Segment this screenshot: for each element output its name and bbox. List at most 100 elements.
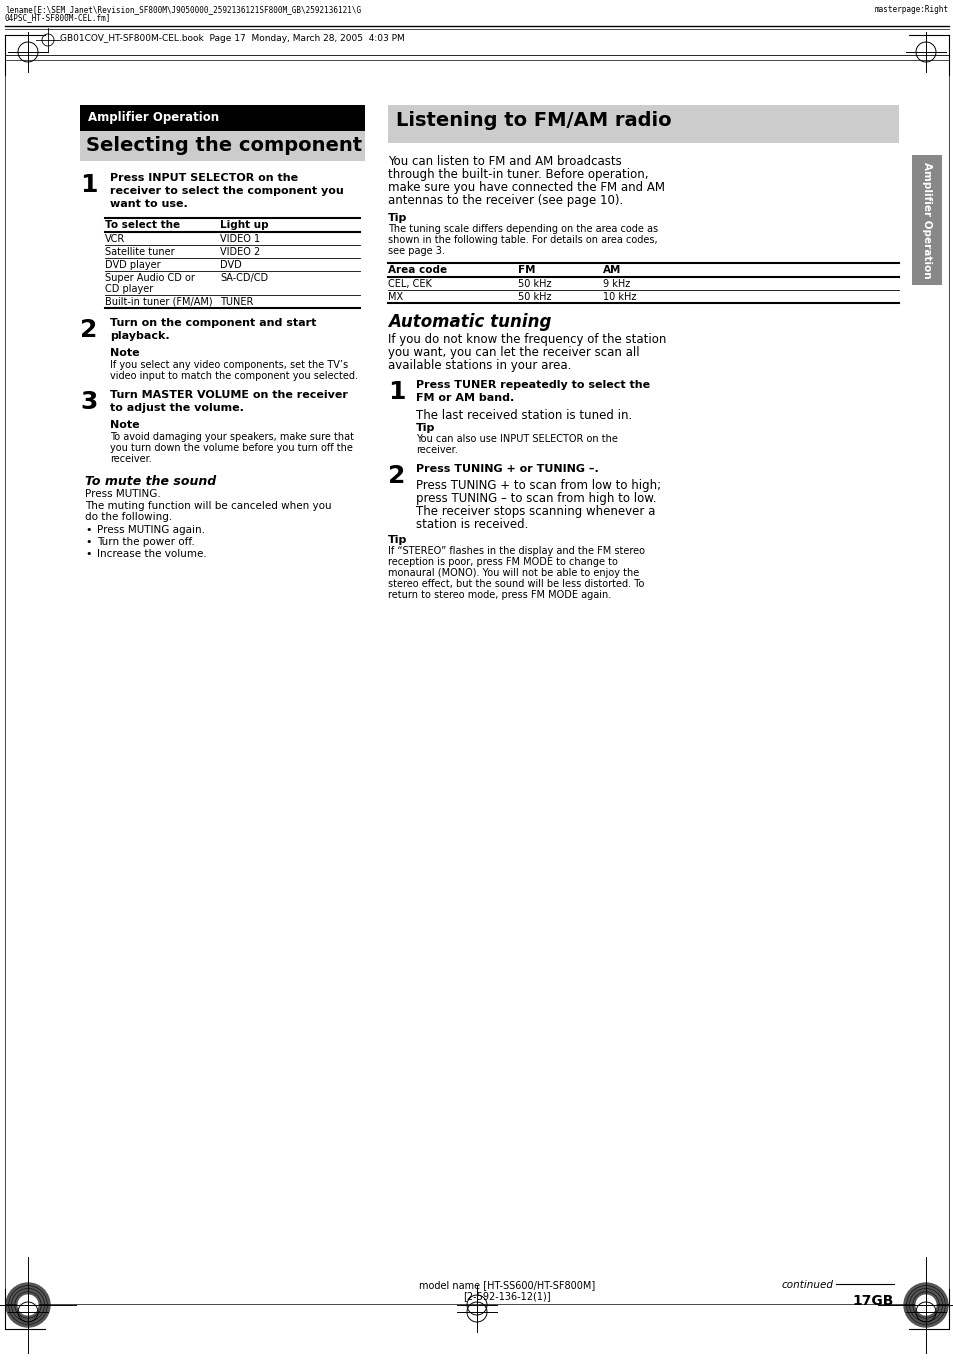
Text: DVD player: DVD player [105,261,160,270]
Text: Press INPUT SELECTOR on the: Press INPUT SELECTOR on the [110,173,297,183]
Text: Built-in tuner (FM/AM): Built-in tuner (FM/AM) [105,297,213,307]
Text: The muting function will be canceled when you: The muting function will be canceled whe… [85,501,332,512]
Text: To mute the sound: To mute the sound [85,475,216,488]
Text: 1: 1 [388,381,405,404]
Text: Tip: Tip [388,213,407,222]
Text: antennas to the receiver (see page 10).: antennas to the receiver (see page 10). [388,194,622,207]
Text: If “STEREO” flashes in the display and the FM stereo: If “STEREO” flashes in the display and t… [388,546,644,557]
Text: available stations in your area.: available stations in your area. [388,359,571,372]
Text: continued: continued [781,1279,833,1290]
Text: reception is poor, press FM MODE to change to: reception is poor, press FM MODE to chan… [388,557,618,567]
Text: Super Audio CD or: Super Audio CD or [105,273,194,282]
Text: If you do not know the frequency of the station: If you do not know the frequency of the … [388,333,666,346]
Text: MX: MX [388,292,403,301]
Text: receiver.: receiver. [110,454,152,464]
Text: Tip: Tip [388,535,407,546]
Text: you turn down the volume before you turn off the: you turn down the volume before you turn… [110,443,353,453]
Text: Light up: Light up [220,220,269,231]
Text: You can listen to FM and AM broadcasts: You can listen to FM and AM broadcasts [388,155,621,168]
Text: station is received.: station is received. [416,518,528,531]
Text: want to use.: want to use. [110,199,188,209]
Text: TUNER: TUNER [220,297,253,307]
Text: Amplifier Operation: Amplifier Operation [921,162,931,278]
Text: Press MUTING again.: Press MUTING again. [97,525,205,535]
Text: Increase the volume.: Increase the volume. [97,548,207,559]
Text: receiver.: receiver. [416,445,457,456]
Text: Note: Note [110,348,139,357]
Text: 9 kHz: 9 kHz [602,280,630,289]
Text: playback.: playback. [110,331,170,341]
Text: FM: FM [517,265,535,276]
Text: •: • [85,525,91,535]
Text: make sure you have connected the FM and AM: make sure you have connected the FM and … [388,181,664,194]
Text: masterpage:Right: masterpage:Right [874,5,948,14]
Text: You can also use INPUT SELECTOR on the: You can also use INPUT SELECTOR on the [416,434,618,445]
Text: Automatic tuning: Automatic tuning [388,312,551,331]
Text: model name [HT-SS600/HT-SF800M]: model name [HT-SS600/HT-SF800M] [418,1279,595,1290]
Text: see page 3.: see page 3. [388,246,444,256]
Text: 1: 1 [80,173,97,196]
Text: video input to match the component you selected.: video input to match the component you s… [110,371,357,381]
Text: To avoid damaging your speakers, make sure that: To avoid damaging your speakers, make su… [110,432,354,442]
Text: Tip: Tip [416,423,435,432]
Text: Listening to FM/AM radio: Listening to FM/AM radio [395,110,671,130]
Text: receiver to select the component you: receiver to select the component you [110,186,343,196]
Text: Turn the power off.: Turn the power off. [97,537,194,547]
Text: stereo effect, but the sound will be less distorted. To: stereo effect, but the sound will be les… [388,578,643,589]
Text: return to stereo mode, press FM MODE again.: return to stereo mode, press FM MODE aga… [388,591,611,600]
Text: 04PSC_HT-SF800M-CEL.fm]: 04PSC_HT-SF800M-CEL.fm] [5,14,112,22]
Text: AM: AM [602,265,620,276]
Text: Press TUNING + or TUNING –.: Press TUNING + or TUNING –. [416,464,598,475]
Text: 50 kHz: 50 kHz [517,280,551,289]
Text: 10 kHz: 10 kHz [602,292,636,301]
Text: Amplifier Operation: Amplifier Operation [88,110,219,124]
Text: shown in the following table. For details on area codes,: shown in the following table. For detail… [388,235,657,246]
Text: The tuning scale differs depending on the area code as: The tuning scale differs depending on th… [388,224,658,235]
Text: VCR: VCR [105,235,125,244]
Text: •: • [85,548,91,559]
Text: Area code: Area code [388,265,447,276]
Text: to adjust the volume.: to adjust the volume. [110,402,244,413]
Bar [388,105,898,143]
Text: To select the: To select the [105,220,180,231]
Text: If you select any video components, set the TV’s: If you select any video components, set … [110,360,348,370]
Text: CEL, CEK: CEL, CEK [388,280,432,289]
Text: Selecting the component: Selecting the component [86,136,362,155]
Circle shape [903,1284,947,1327]
Text: 2: 2 [388,464,405,488]
Text: FM or AM band.: FM or AM band. [416,393,514,402]
Bar [911,155,941,285]
Circle shape [915,1294,935,1315]
Text: do the following.: do the following. [85,512,172,522]
Text: The last received station is tuned in.: The last received station is tuned in. [416,409,632,421]
Text: GB01COV_HT-SF800M-CEL.book  Page 17  Monday, March 28, 2005  4:03 PM: GB01COV_HT-SF800M-CEL.book Page 17 Monda… [60,34,404,44]
Circle shape [6,1284,50,1327]
Text: you want, you can let the receiver scan all: you want, you can let the receiver scan … [388,346,639,359]
Text: monaural (MONO). You will not be able to enjoy the: monaural (MONO). You will not be able to… [388,567,639,578]
Text: The receiver stops scanning whenever a: The receiver stops scanning whenever a [416,505,655,518]
Text: VIDEO 2: VIDEO 2 [220,247,260,256]
Text: 17GB: 17GB [852,1294,893,1308]
Text: through the built-in tuner. Before operation,: through the built-in tuner. Before opera… [388,168,648,181]
Text: Press MUTING.: Press MUTING. [85,490,161,499]
Bar [80,131,365,161]
Text: Note: Note [110,420,139,430]
Text: 50 kHz: 50 kHz [517,292,551,301]
Text: 3: 3 [80,390,97,415]
Text: Turn on the component and start: Turn on the component and start [110,318,316,327]
Text: 2: 2 [80,318,97,342]
Text: SA-CD/CD: SA-CD/CD [220,273,268,282]
Text: VIDEO 1: VIDEO 1 [220,235,260,244]
Circle shape [18,1294,38,1315]
Text: Press TUNING + to scan from low to high;: Press TUNING + to scan from low to high; [416,479,660,492]
Text: [2-592-136-12(1)]: [2-592-136-12(1)] [463,1290,550,1301]
Bar [80,105,365,131]
Text: Satellite tuner: Satellite tuner [105,247,174,256]
Text: Press TUNER repeatedly to select the: Press TUNER repeatedly to select the [416,381,649,390]
Text: lename[E:\SEM_Janet\Revision_SF800M\J9050000_2592136121SF800M_GB\2592136121\G: lename[E:\SEM_Janet\Revision_SF800M\J905… [5,5,361,14]
Text: Turn MASTER VOLUME on the receiver: Turn MASTER VOLUME on the receiver [110,390,348,400]
Text: DVD: DVD [220,261,241,270]
Text: press TUNING – to scan from high to low.: press TUNING – to scan from high to low. [416,492,656,505]
Text: CD player: CD player [105,284,153,295]
Text: •: • [85,537,91,547]
